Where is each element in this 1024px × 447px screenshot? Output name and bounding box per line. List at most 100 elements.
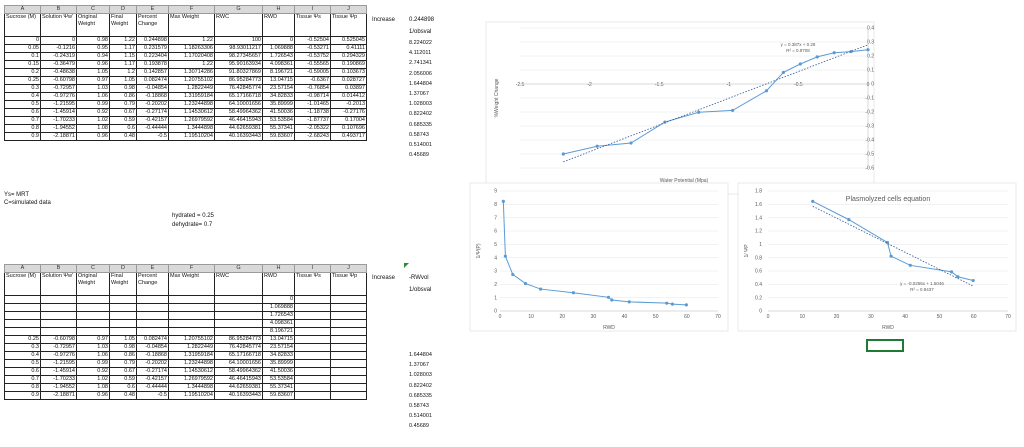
table-cell[interactable]: -0.76854 bbox=[294, 84, 331, 93]
col-k-cell[interactable]: 0.685335 bbox=[409, 392, 432, 399]
table-cell[interactable] bbox=[76, 311, 110, 320]
note-dehydrated[interactable]: dehydrate= 0.7 bbox=[172, 222, 213, 228]
table-cell[interactable]: 1.08 bbox=[76, 383, 110, 392]
header-cell[interactable]: Tissue Ψs bbox=[294, 13, 331, 37]
table-cell[interactable]: 23.57154 bbox=[262, 343, 295, 352]
table-cell[interactable]: -1.21595 bbox=[40, 359, 77, 368]
data-point[interactable] bbox=[571, 291, 576, 295]
table-cell[interactable]: 1.3444898 bbox=[168, 124, 215, 133]
table-row[interactable]: 0.4 -0.97276 1.06 0.86 -0.18868 1.31959184 65.… bbox=[4, 92, 367, 101]
table-cell[interactable]: -0.04854 bbox=[136, 343, 169, 352]
table-cell[interactable]: 0.142857 bbox=[136, 68, 169, 77]
header-cell[interactable]: Solution Ψw' bbox=[40, 272, 77, 296]
table-row[interactable]: 0.6 -1.45914 0.92 0.67 -0.27174 1.14530612 58.… bbox=[4, 367, 367, 376]
table-cell[interactable]: 35.89999 bbox=[262, 359, 295, 368]
table-row[interactable]: 0 bbox=[4, 295, 367, 304]
table-cell[interactable] bbox=[214, 319, 263, 328]
table-row[interactable]: 0.8 -1.94552 1.08 0.6 -0.44444 1.3444898 44.62… bbox=[4, 124, 367, 133]
note-hydrated[interactable]: hydrated = 0.25 bbox=[172, 213, 214, 219]
table-cell[interactable]: 1.30714286 bbox=[168, 68, 215, 77]
column-header-F[interactable]: F bbox=[168, 5, 215, 14]
header-cell[interactable]: Max Weight bbox=[168, 272, 215, 296]
table-cell[interactable] bbox=[109, 319, 137, 328]
chart-inverse-psi-p[interactable]: 0 1 2 3 4 5 6 7 8 9 0 10 20 30 40 50 60 70 RWD 1/Ψ(P) bbox=[469, 182, 729, 332]
table-cell[interactable]: 1.19510204 bbox=[168, 391, 215, 400]
table-cell[interactable]: 41.50036 bbox=[262, 367, 295, 376]
table-cell[interactable]: 53.53584 bbox=[262, 116, 295, 125]
table-cell[interactable]: -1.70233 bbox=[40, 116, 77, 125]
table-cell[interactable]: 0.6 bbox=[109, 124, 137, 133]
table-cell[interactable]: 13.04715 bbox=[262, 76, 295, 85]
table-cell[interactable]: 0.25 bbox=[4, 335, 41, 344]
col-k-cell[interactable]: 0.822402 bbox=[409, 382, 432, 389]
table-cell[interactable] bbox=[294, 391, 331, 400]
column-header-D[interactable]: D bbox=[109, 264, 137, 273]
table-cell[interactable]: 0.028727 bbox=[330, 76, 367, 85]
column-header-B[interactable]: B bbox=[40, 5, 77, 14]
table-cell[interactable]: 0.96 bbox=[76, 391, 110, 400]
table-cell[interactable] bbox=[40, 319, 77, 328]
col-k-cell[interactable]: 8.224022 bbox=[409, 40, 432, 46]
table-cell[interactable]: 1.26979592 bbox=[168, 375, 215, 384]
table-cell[interactable]: 1.14530612 bbox=[168, 108, 215, 117]
table-cell[interactable]: 0.48 bbox=[109, 132, 137, 141]
table-cell[interactable]: -1.01465 bbox=[294, 100, 331, 109]
table-cell[interactable]: 1.02 bbox=[76, 375, 110, 384]
table-cell[interactable]: 0.493717 bbox=[330, 132, 367, 141]
col-k-cell[interactable]: 0.822402 bbox=[409, 111, 432, 118]
table-cell[interactable]: 23.57154 bbox=[262, 84, 295, 93]
table-cell[interactable]: 0.86 bbox=[109, 92, 137, 101]
table-cell[interactable] bbox=[109, 311, 137, 320]
table-cell[interactable] bbox=[330, 311, 367, 320]
note-simulated[interactable]: C=simulated data bbox=[4, 200, 51, 206]
table-cell[interactable]: 0.9 bbox=[4, 132, 41, 141]
col-k-header-2[interactable]: -RWvol bbox=[409, 275, 429, 281]
table-cell[interactable]: 1.20755102 bbox=[168, 335, 215, 344]
col-k-cell[interactable]: 0.58743 bbox=[409, 131, 429, 138]
table-cell[interactable]: 1.22 bbox=[168, 36, 215, 45]
table-cell[interactable]: 1.3444898 bbox=[168, 383, 215, 392]
table-cell[interactable]: 1.05 bbox=[109, 76, 137, 85]
table-cell[interactable]: 0.294329 bbox=[330, 52, 367, 61]
table-cell[interactable] bbox=[40, 295, 77, 304]
table-cell[interactable]: 0.9 bbox=[4, 391, 41, 400]
data-point[interactable] bbox=[684, 303, 688, 307]
table-cell[interactable]: -0.59005 bbox=[294, 68, 331, 77]
table-cell[interactable]: -0.2013 bbox=[330, 100, 367, 109]
table-cell[interactable]: -0.60798 bbox=[40, 335, 77, 344]
table-cell[interactable]: 0.1 bbox=[4, 52, 41, 61]
table-cell[interactable]: 0.103673 bbox=[330, 68, 367, 77]
table-cell[interactable]: 46.46415943 bbox=[214, 375, 263, 384]
data-point[interactable] bbox=[670, 302, 675, 306]
column-header-A[interactable]: A bbox=[4, 264, 41, 273]
table-cell[interactable]: 0.99 bbox=[76, 359, 110, 368]
table-cell[interactable]: 1.06 bbox=[76, 92, 110, 101]
table-cell[interactable]: 59.83607 bbox=[262, 391, 295, 400]
table-cell[interactable]: 1.08 bbox=[76, 124, 110, 133]
table-cell[interactable]: -0.44444 bbox=[136, 124, 169, 133]
table-cell[interactable] bbox=[136, 319, 169, 328]
table-cell[interactable]: 1.19510204 bbox=[168, 132, 215, 141]
table-cell[interactable]: 0.96 bbox=[76, 60, 110, 69]
table-cell[interactable]: -0.98714 bbox=[294, 92, 331, 101]
table-cell[interactable] bbox=[294, 359, 331, 368]
table-cell[interactable]: -0.42157 bbox=[136, 375, 169, 384]
header-cell[interactable]: Tissue Ψp bbox=[330, 272, 367, 296]
table-cell[interactable]: 0.2 bbox=[4, 68, 41, 77]
table-cell[interactable] bbox=[330, 335, 367, 344]
table-cell[interactable] bbox=[330, 303, 367, 312]
table-cell[interactable] bbox=[109, 303, 137, 312]
table-cell[interactable]: 0.3 bbox=[4, 84, 41, 93]
table-cell[interactable]: -0.55565 bbox=[294, 60, 331, 69]
table-cell[interactable]: 0.98 bbox=[109, 84, 137, 93]
table-cell[interactable]: -0.97276 bbox=[40, 92, 77, 101]
table-cell[interactable] bbox=[294, 335, 331, 344]
table-cell[interactable]: -1.21595 bbox=[40, 100, 77, 109]
table-cell[interactable]: -2.18871 bbox=[40, 391, 77, 400]
table-cell[interactable] bbox=[214, 303, 263, 312]
table-cell[interactable]: 58.49964362 bbox=[214, 367, 263, 376]
table-cell[interactable] bbox=[330, 327, 367, 336]
table-cell[interactable]: -1.87737 bbox=[294, 116, 331, 125]
table-cell[interactable]: 65.17166718 bbox=[214, 92, 263, 101]
data-point[interactable] bbox=[798, 62, 802, 66]
